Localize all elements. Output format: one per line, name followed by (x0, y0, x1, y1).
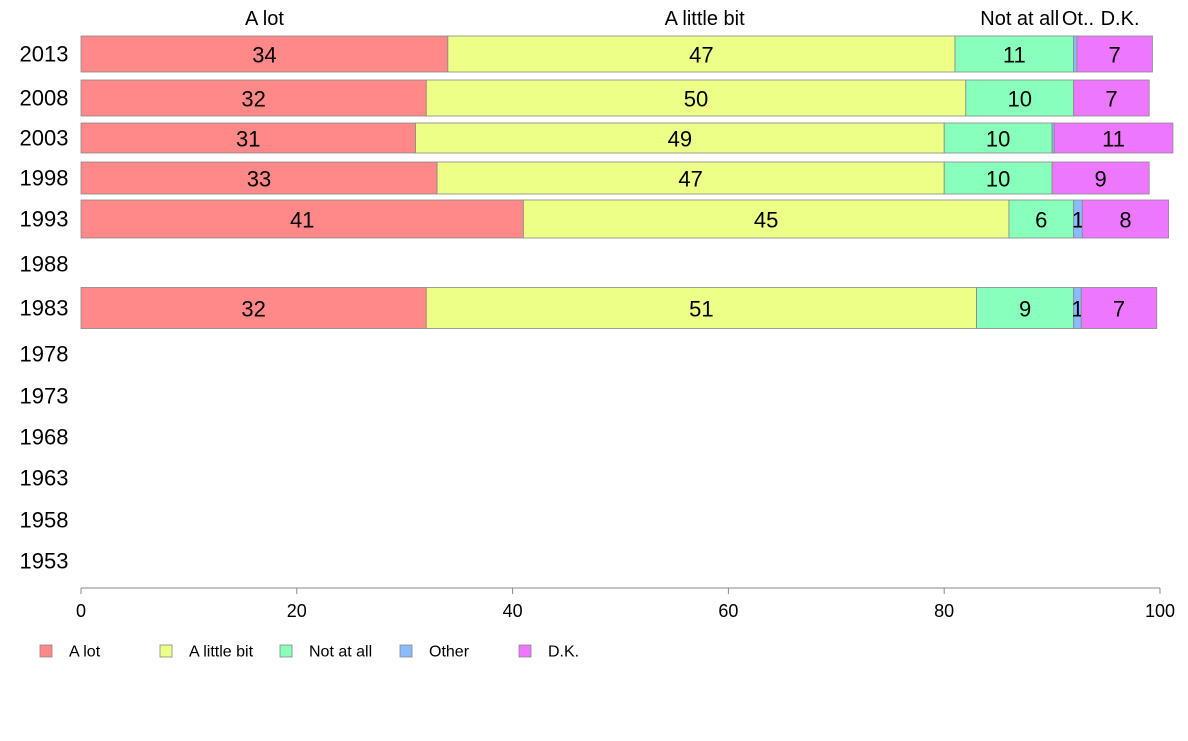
top-series-label: A lot (245, 8, 284, 30)
bar-segment (1051, 161, 1150, 195)
bar-value-label: 32 (241, 87, 265, 112)
y-tick-label: 1968 (20, 425, 69, 450)
top-series-label: Not at all (980, 8, 1059, 30)
legend-label: Other (429, 644, 470, 661)
bar-value-label: 11 (1102, 127, 1125, 152)
legend-swatch (39, 644, 53, 658)
y-tick-label: 1988 (20, 252, 69, 277)
y-tick-label: 2008 (20, 86, 69, 111)
legend-swatch (518, 644, 532, 658)
bar-value-label: 8 (1119, 208, 1131, 233)
bar-value-label: 6 (1035, 208, 1047, 233)
bar-segment (1053, 122, 1174, 154)
bar-segment (965, 79, 1075, 117)
y-tick-label: 1993 (20, 207, 69, 232)
bar-value-label: 11 (1003, 43, 1026, 68)
x-tick-label: 100 (1145, 601, 1175, 621)
bar-value-label: 51 (689, 297, 713, 322)
bar-segment (415, 122, 945, 154)
y-tick-label: 2003 (20, 126, 69, 151)
bar-value-label: 49 (668, 127, 692, 152)
bar-value-label: 7 (1113, 297, 1125, 322)
top-series-label: A little bit (665, 8, 745, 30)
y-tick-label: 1953 (20, 549, 69, 574)
bar-value-label: 10 (986, 127, 1010, 152)
legend-swatch (159, 644, 173, 658)
bar-segment (1080, 287, 1158, 329)
bar-segment (80, 122, 416, 154)
legend-label: A little bit (189, 644, 254, 661)
bar-value-label: 33 (247, 167, 271, 192)
bar-segment (1073, 79, 1150, 117)
bar-segment (80, 79, 427, 117)
bar-value-label: 9 (1019, 297, 1031, 322)
x-tick-label: 60 (718, 601, 738, 621)
bar-segment (1073, 35, 1078, 73)
x-tick-label: 20 (287, 601, 307, 621)
bar-segment (447, 35, 956, 73)
bar-value-label: 7 (1105, 87, 1117, 112)
bar-value-label: 50 (684, 87, 708, 112)
x-tick-label: 40 (503, 601, 523, 621)
bar-value-label: 10 (986, 167, 1010, 192)
top-series-label: D.K. (1101, 8, 1140, 30)
bar-value-label: 1 (1072, 208, 1084, 233)
bar-segment (1081, 199, 1170, 239)
bar-value-label: 9 (1095, 167, 1107, 192)
bar-value-label: 10 (1007, 87, 1031, 112)
y-tick-label: 1973 (20, 384, 69, 409)
bar-value-label: 7 (1109, 43, 1121, 68)
bar-value-label: 45 (754, 208, 778, 233)
bar-segment (943, 161, 1053, 195)
bar-segment (976, 287, 1075, 329)
y-tick-label: 1963 (20, 466, 69, 491)
y-tick-label: 2013 (20, 42, 69, 67)
bar-segment (522, 199, 1010, 239)
bar-segment (1008, 199, 1075, 239)
legend-label: D.K. (548, 644, 579, 661)
legend-label: A lot (69, 644, 101, 661)
bar-segment (80, 161, 438, 195)
bar-segment (425, 79, 967, 117)
bar-value-label: 32 (241, 297, 265, 322)
x-tick-label: 0 (76, 601, 86, 621)
bar-value-label: 47 (689, 43, 713, 68)
bar-value-label: 34 (252, 43, 276, 68)
bar-segment (80, 287, 427, 329)
legend-swatch (399, 644, 413, 658)
y-tick-label: 1998 (20, 166, 69, 191)
y-tick-label: 1983 (20, 296, 69, 321)
bar-value-label: 47 (678, 167, 702, 192)
legend-label: Not at all (309, 644, 372, 661)
bar-segment (954, 35, 1075, 73)
bar-segment (436, 161, 945, 195)
x-tick-label: 80 (934, 601, 954, 621)
bar-value-label: 41 (290, 208, 314, 233)
bar-segment (1076, 35, 1153, 73)
bar-segment (425, 287, 977, 329)
bar-value-label: 1 (1071, 297, 1083, 322)
top-series-label: Ot.. (1062, 8, 1094, 30)
y-tick-label: 1978 (20, 342, 69, 367)
y-tick-label: 1958 (20, 508, 69, 533)
bar-segment (80, 35, 449, 73)
bar-value-label: 31 (236, 127, 260, 152)
legend-swatch (279, 644, 293, 658)
